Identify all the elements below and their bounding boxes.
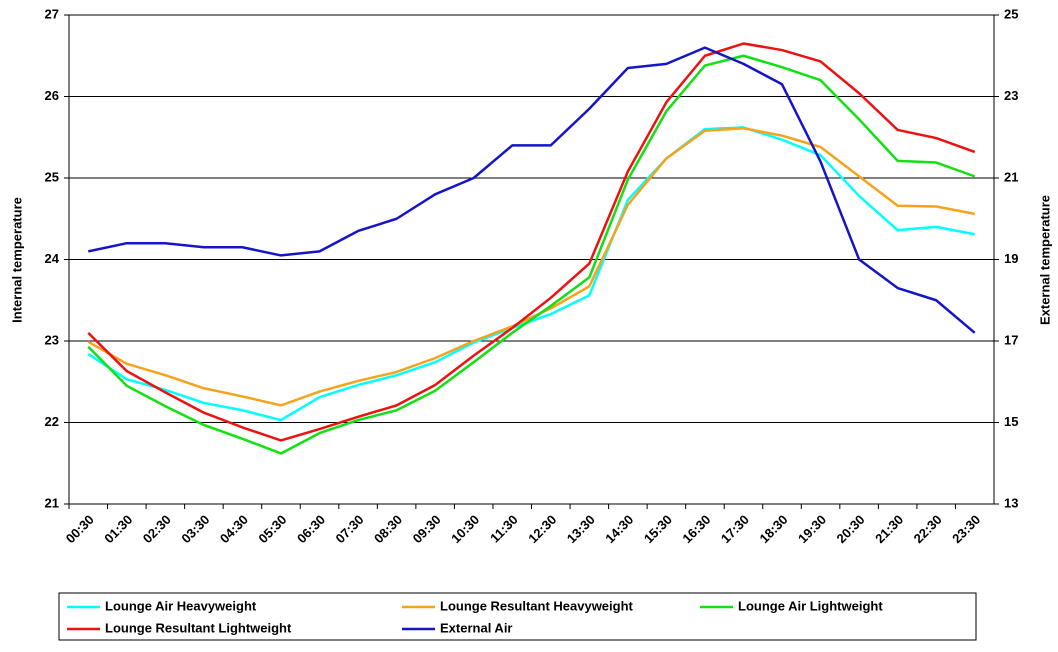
x-tick-label: 14:30	[602, 512, 636, 546]
y-axis-title: Internal temperature	[9, 197, 24, 323]
x-tick-label: 08:30	[371, 512, 405, 546]
y-tick-label: 26	[45, 88, 59, 103]
legend-label: Lounge Air Lightweight	[738, 598, 883, 613]
x-tick-label: 17:30	[718, 512, 752, 546]
x-tick-label: 04:30	[217, 512, 251, 546]
x-tick-label: 09:30	[410, 512, 444, 546]
x-tick-label: 13:30	[564, 512, 598, 546]
y2-tick-label: 25	[1004, 6, 1018, 21]
y2-tick-label: 19	[1004, 251, 1018, 266]
y-tick-label: 25	[45, 169, 59, 184]
legend-label: Lounge Resultant Heavyweight	[440, 598, 634, 613]
legend	[58, 592, 977, 641]
y2-tick-label: 17	[1004, 332, 1018, 347]
y-tick-label: 23	[45, 332, 59, 347]
x-tick-label: 15:30	[641, 512, 675, 546]
x-tick-label: 01:30	[101, 512, 135, 546]
x-tick-label: 00:30	[63, 512, 97, 546]
y2-axis-title: External temperature	[1037, 195, 1052, 325]
x-tick-label: 06:30	[294, 512, 328, 546]
x-tick-label: 07:30	[332, 512, 366, 546]
y2-tick-label: 15	[1004, 414, 1018, 429]
x-tick-label: 19:30	[795, 512, 829, 546]
series-line	[87, 127, 975, 407]
series-line	[87, 42, 976, 442]
x-tick-label: 10:30	[448, 512, 482, 546]
series-line	[88, 46, 976, 334]
y2-tick-label: 13	[1004, 495, 1018, 510]
x-tick-label: 02:30	[140, 512, 174, 546]
x-tick-label: 05:30	[255, 512, 289, 546]
x-tick-label: 22:30	[911, 512, 945, 546]
y-tick-label: 24	[45, 251, 60, 266]
y-tick-label: 21	[45, 495, 59, 510]
x-tick-label: 16:30	[679, 512, 713, 546]
legend-label: Lounge Resultant Lightweight	[105, 620, 292, 635]
x-tick-label: 03:30	[178, 512, 212, 546]
series-line	[87, 126, 975, 422]
legend-label: Lounge Air Heavyweight	[105, 598, 257, 613]
x-tick-label: 20:30	[834, 512, 868, 546]
series-line	[87, 54, 976, 455]
y-tick-label: 22	[45, 414, 59, 429]
x-tick-label: 21:30	[872, 512, 906, 546]
x-tick-label: 23:30	[949, 512, 983, 546]
x-tick-label: 18:30	[756, 512, 790, 546]
y-tick-label: 27	[45, 6, 59, 21]
x-tick-label: 12:30	[525, 512, 559, 546]
y2-tick-label: 23	[1004, 88, 1018, 103]
legend-label: External Air	[440, 620, 513, 635]
y2-tick-label: 21	[1004, 169, 1018, 184]
x-tick-label: 11:30	[487, 512, 521, 546]
